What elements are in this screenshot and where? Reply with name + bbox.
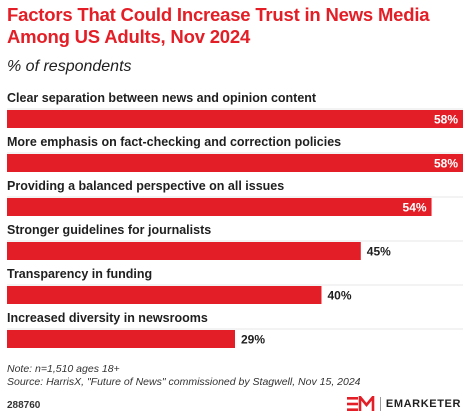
value-label: 58% [434, 157, 458, 171]
logo-divider [379, 397, 381, 411]
bar [7, 154, 463, 172]
bar-chart: Clear separation between news and opinio… [7, 91, 463, 348]
category-label: Transparency in funding [7, 267, 152, 281]
brand-name: EMARKETER [385, 398, 461, 410]
bar [7, 110, 463, 128]
chart-title: Factors That Could Increase Trust in New… [7, 4, 430, 47]
bar [7, 330, 235, 348]
chart-id: 288760 [7, 400, 41, 411]
chart-subtitle: % of respondents [7, 58, 132, 75]
bar [7, 242, 361, 260]
source-text: Source: HarrisX, "Future of News" commis… [7, 376, 361, 388]
value-label: 54% [403, 201, 427, 215]
emarketer-logo-icon: EM [346, 396, 375, 411]
bar [7, 286, 322, 304]
category-label: Providing a balanced perspective on all … [7, 179, 284, 193]
value-label: 45% [367, 245, 391, 259]
bar [7, 198, 432, 216]
logo-mark-text: EM [347, 396, 349, 397]
note-text: Note: n=1,510 ages 18+ [7, 363, 120, 375]
value-label: 40% [327, 289, 351, 303]
category-label: Increased diversity in newsrooms [7, 311, 208, 325]
category-label: Stronger guidelines for journalists [7, 223, 211, 237]
category-label: Clear separation between news and opinio… [7, 91, 317, 105]
value-label: 29% [241, 333, 265, 347]
value-label: 58% [434, 113, 458, 127]
brand-logo: EM EMARKETER [346, 396, 461, 412]
category-label: More emphasis on fact-checking and corre… [7, 135, 341, 149]
